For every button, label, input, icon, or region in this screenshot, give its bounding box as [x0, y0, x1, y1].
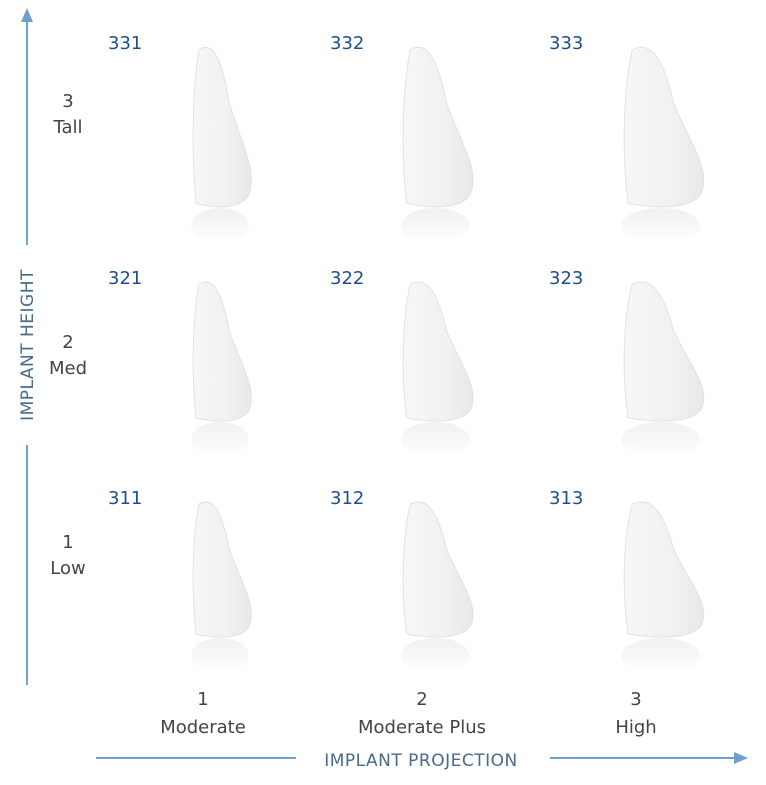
column-number: 1 [197, 689, 208, 710]
implant-reflection [621, 208, 701, 244]
implant-reflection [191, 638, 249, 674]
implant-code: 313 [549, 488, 583, 509]
column-number: 2 [416, 689, 427, 710]
column-label: Moderate [160, 717, 246, 738]
implant-image [192, 281, 252, 422]
implant-code: 333 [549, 33, 583, 54]
arrowhead [21, 8, 33, 22]
column-number: 3 [630, 689, 641, 710]
x-axis-label: IMPLANT PROJECTION [324, 751, 518, 771]
x-axis [96, 752, 748, 764]
y-axis-label: IMPLANT HEIGHT [18, 269, 38, 421]
row-number: 1 [62, 532, 73, 553]
implant-image [623, 46, 705, 208]
implant-reflection [400, 208, 470, 244]
implant-code: 321 [108, 268, 142, 289]
implant-reflection [621, 638, 701, 674]
implant-code: 331 [108, 33, 142, 54]
row-label: Low [50, 558, 85, 579]
implant-reflection [400, 638, 470, 674]
column-label: High [615, 717, 656, 738]
implant-image [192, 46, 252, 208]
implant-image [192, 501, 252, 638]
implant-image [402, 46, 474, 208]
implant-image [623, 281, 705, 422]
row-number: 3 [62, 91, 73, 112]
row-label: Med [49, 358, 87, 379]
implant-image [402, 281, 474, 422]
implant-reflection [400, 422, 470, 458]
arrowhead [734, 752, 748, 764]
implant-code: 323 [549, 268, 583, 289]
implant-reflection [621, 422, 701, 458]
implant-image [402, 501, 474, 638]
y-axis [21, 8, 33, 685]
implant-code: 311 [108, 488, 142, 509]
implant-code: 312 [330, 488, 364, 509]
implant-reflection [191, 208, 249, 244]
implant-reflection [191, 422, 249, 458]
implant-image [623, 501, 705, 638]
column-label: Moderate Plus [358, 717, 486, 738]
row-label: Tall [52, 117, 82, 138]
implant-code: 332 [330, 33, 364, 54]
implant-code: 322 [330, 268, 364, 289]
row-number: 2 [62, 332, 73, 353]
